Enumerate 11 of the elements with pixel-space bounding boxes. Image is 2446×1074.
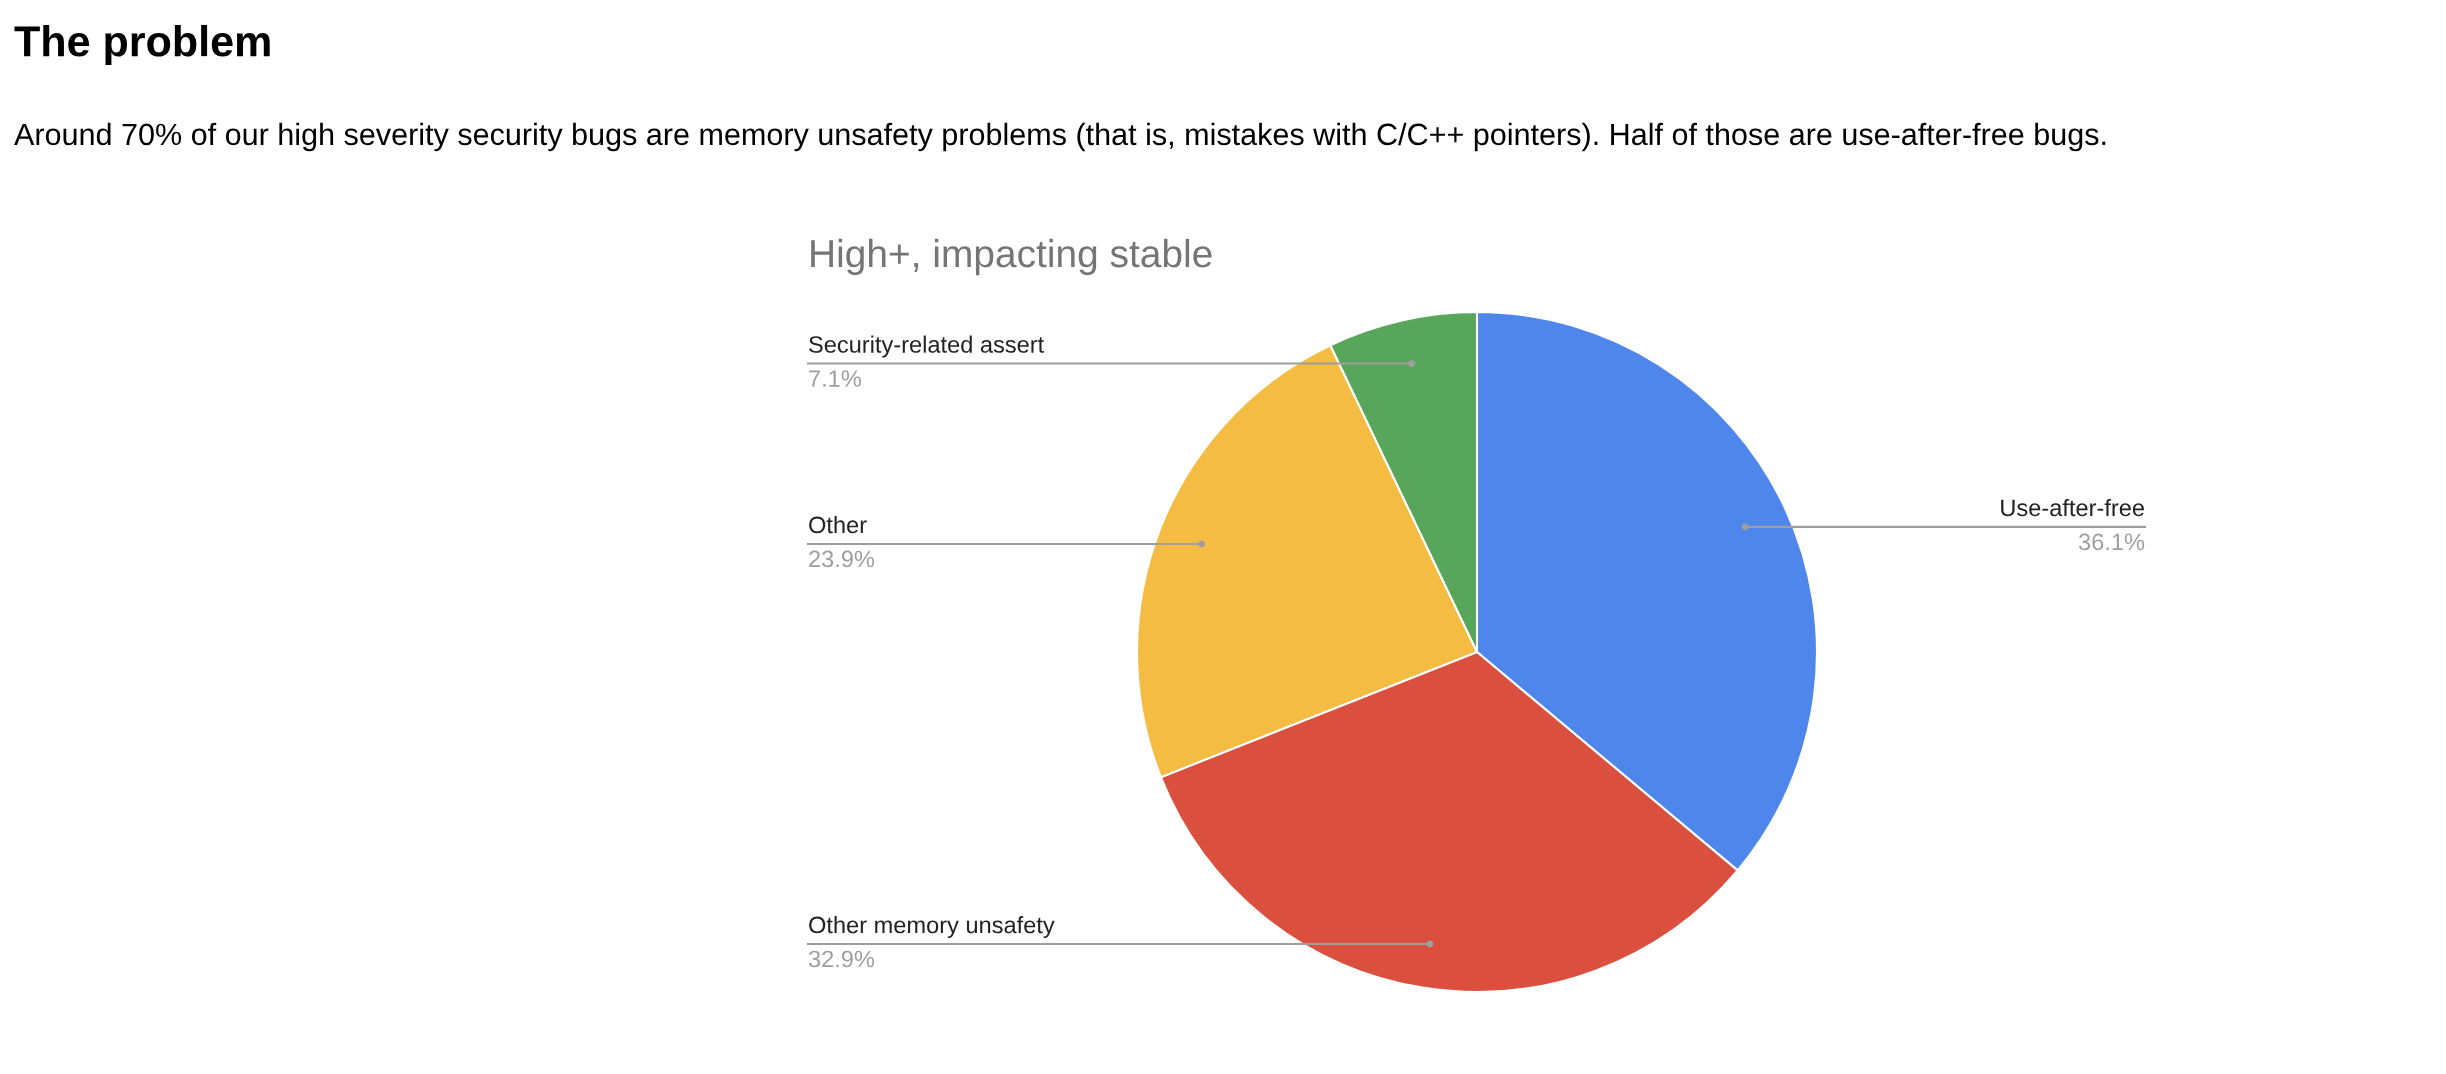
slice-label: Security-related assert — [809, 335, 1045, 358]
chart-title: High+, impacting stable — [811, 238, 1212, 276]
data-label: 36.1% — [2078, 533, 2145, 551]
slice-label: Other memory unsafety — [809, 916, 1055, 939]
slice-label: Other — [809, 515, 867, 534]
data-label: 23.9% — [809, 550, 875, 568]
text: The problem — [14, 24, 270, 66]
data-label: 7.1% — [809, 370, 861, 387]
data-label: 32.9% — [808, 950, 875, 968]
slice-label: Use-after-free — [2001, 498, 2144, 517]
text: Around 70% of our high severity security bugs are memory unsafety problems (that is, mistakes with C/C++ pointers). Half of those are use-after-free bugs. — [14, 122, 2106, 152]
